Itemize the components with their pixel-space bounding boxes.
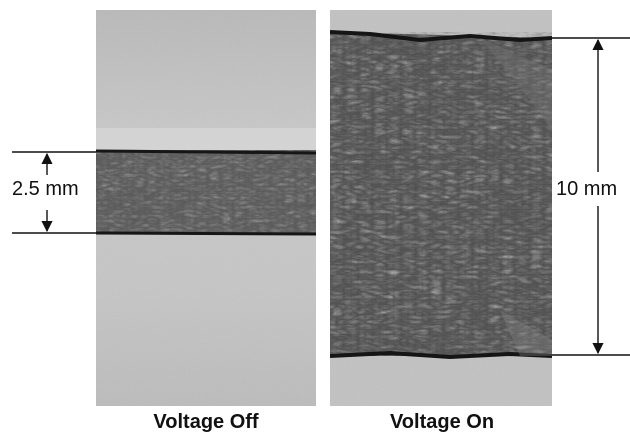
caption-voltage-on: Voltage On xyxy=(342,409,542,435)
dimension-label-on: 10 mm xyxy=(556,177,617,201)
dimension-label-off: 2.5 mm xyxy=(12,177,79,201)
caption-voltage-off: Voltage Off xyxy=(106,409,306,435)
